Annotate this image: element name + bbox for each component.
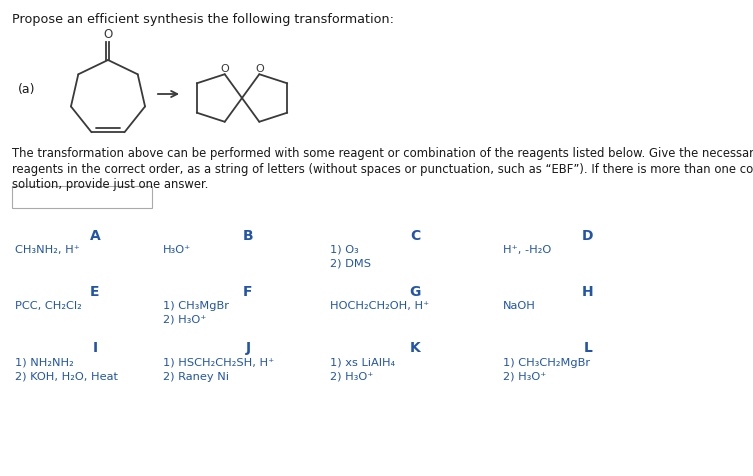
Text: reagents in the correct order, as a string of letters (without spaces or punctua: reagents in the correct order, as a stri…: [12, 162, 753, 175]
Text: O: O: [255, 64, 264, 74]
Text: A: A: [90, 228, 100, 242]
Text: 2) H₃O⁺: 2) H₃O⁺: [330, 371, 373, 381]
Text: Propose an efficient synthesis the following transformation:: Propose an efficient synthesis the follo…: [12, 13, 394, 26]
Text: 2) H₃O⁺: 2) H₃O⁺: [163, 314, 206, 324]
Text: 1) CH₃MgBr: 1) CH₃MgBr: [163, 300, 229, 310]
Bar: [12, 187, 152, 208]
Text: O: O: [221, 64, 229, 74]
Text: HOCH₂CH₂OH, H⁺: HOCH₂CH₂OH, H⁺: [330, 300, 429, 310]
Text: CH₃NH₂, H⁺: CH₃NH₂, H⁺: [15, 245, 80, 255]
Text: H⁺, -H₂O: H⁺, -H₂O: [503, 245, 551, 255]
Text: 2) Raney Ni: 2) Raney Ni: [163, 371, 229, 381]
Text: I: I: [93, 340, 98, 354]
Text: K: K: [410, 340, 420, 354]
Text: F: F: [243, 284, 253, 298]
Text: 1) CH₃CH₂MgBr: 1) CH₃CH₂MgBr: [503, 357, 590, 367]
Text: B: B: [242, 228, 253, 242]
Text: E: E: [90, 284, 99, 298]
Text: H: H: [582, 284, 594, 298]
Text: J: J: [245, 340, 251, 354]
Text: NaOH: NaOH: [503, 300, 536, 310]
Text: 1) NH₂NH₂: 1) NH₂NH₂: [15, 357, 74, 367]
Text: L: L: [584, 340, 593, 354]
Text: 2) H₃O⁺: 2) H₃O⁺: [503, 371, 547, 381]
Text: O: O: [103, 28, 112, 41]
Text: PCC, CH₂Cl₂: PCC, CH₂Cl₂: [15, 300, 82, 310]
Text: H₃O⁺: H₃O⁺: [163, 245, 191, 255]
Text: solution, provide just one answer.: solution, provide just one answer.: [12, 178, 209, 190]
Text: The transformation above can be performed with some reagent or combination of th: The transformation above can be performe…: [12, 147, 753, 159]
Text: C: C: [410, 228, 420, 242]
Text: 2) KOH, H₂O, Heat: 2) KOH, H₂O, Heat: [15, 371, 118, 381]
Text: D: D: [582, 228, 594, 242]
Text: 1) HSCH₂CH₂SH, H⁺: 1) HSCH₂CH₂SH, H⁺: [163, 357, 274, 367]
Text: G: G: [410, 284, 421, 298]
Text: 1) O₃: 1) O₃: [330, 245, 358, 255]
Text: 1) xs LiAlH₄: 1) xs LiAlH₄: [330, 357, 395, 367]
Text: (a): (a): [18, 82, 35, 95]
Text: 2) DMS: 2) DMS: [330, 258, 371, 268]
